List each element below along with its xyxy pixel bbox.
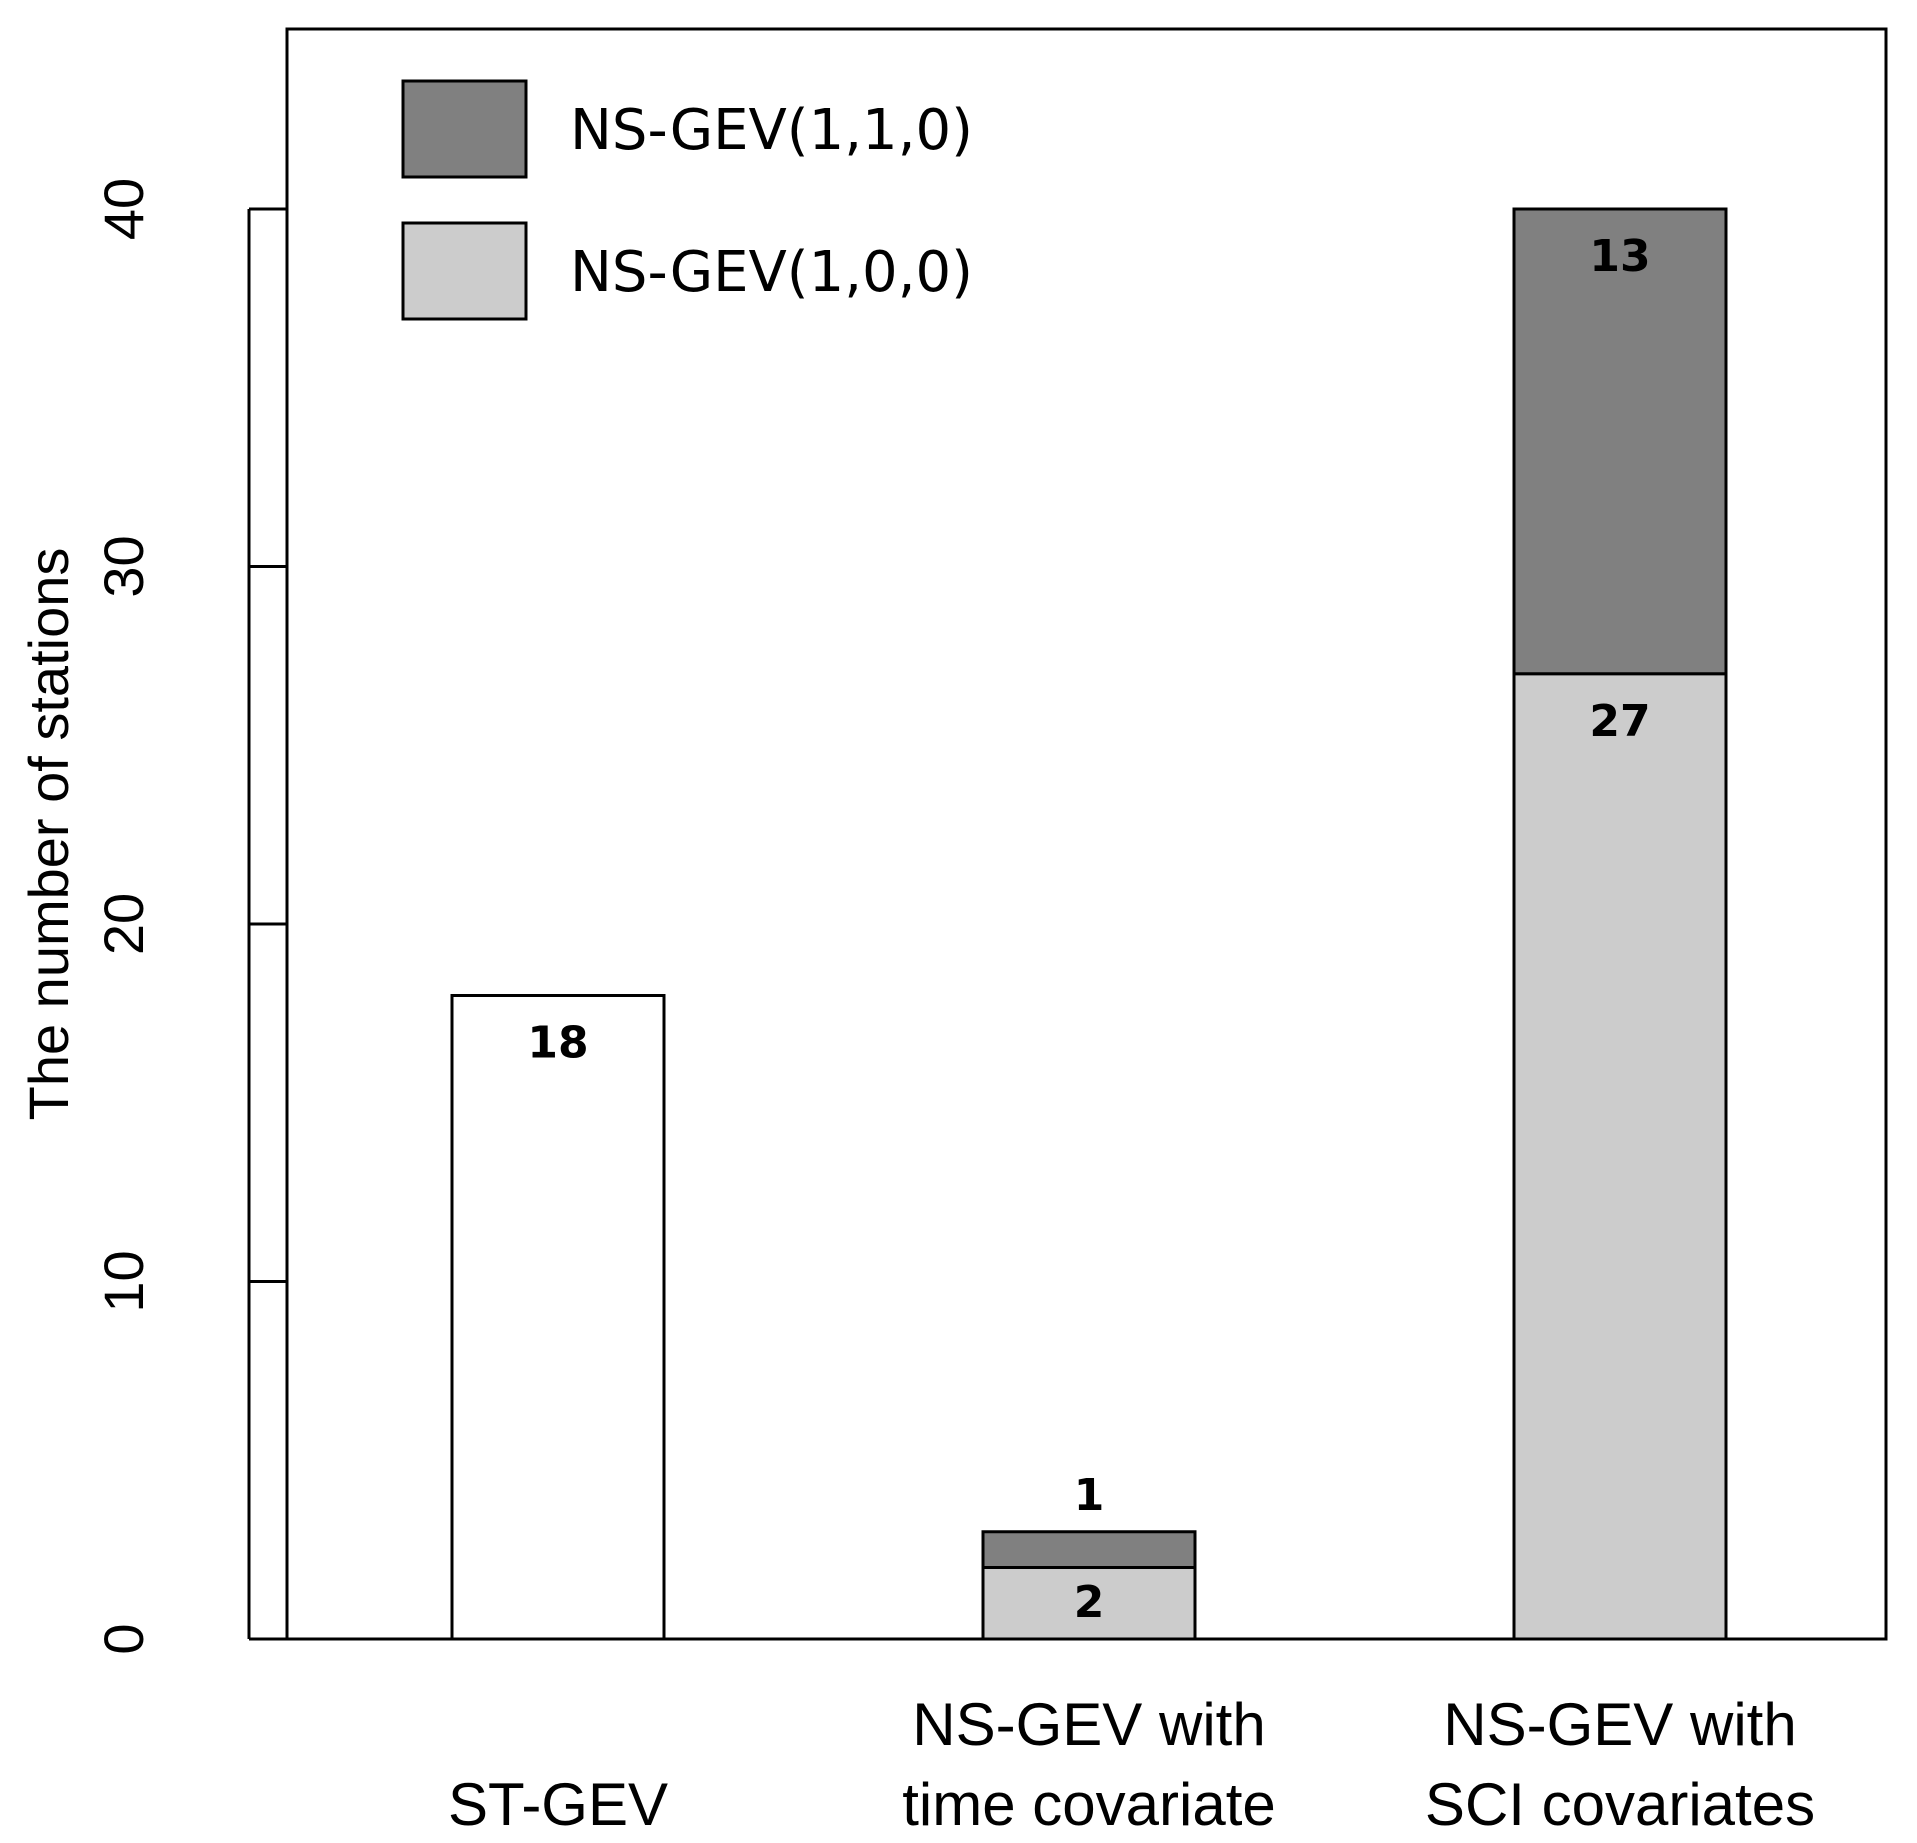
legend: NS-GEV(1,1,0) NS-GEV(1,0,0) (401, 79, 973, 321)
y-axis-ticks: 0 10 20 30 40 (92, 178, 287, 1655)
y-tick-label: 0 (92, 1623, 155, 1654)
x-tick-label: ST-GEV (448, 1771, 668, 1838)
y-tick-label: 10 (92, 1250, 155, 1312)
data-label: 13 (1589, 231, 1650, 282)
data-label: 2 (1074, 1577, 1105, 1628)
bar-segment (981, 1530, 1197, 1569)
y-axis-title: The number of stations (17, 548, 80, 1121)
bars (450, 207, 1728, 1641)
y-tick-label: 40 (92, 178, 155, 240)
y-tick-label: 30 (92, 535, 155, 597)
x-tick-label: SCI covariates (1425, 1771, 1815, 1838)
x-tick-label: time covariate (902, 1771, 1275, 1838)
bar-segment (1512, 207, 1728, 676)
legend-swatch (401, 79, 528, 179)
data-labels: 18 2 1 27 13 (527, 231, 1650, 1628)
x-axis-labels: ST-GEV NS-GEV with time covariate NS-GEV wi… (448, 1691, 1815, 1838)
x-tick-label: NS-GEV with (1443, 1691, 1796, 1758)
x-tick-label: NS-GEV with (912, 1691, 1265, 1758)
data-label: 1 (1074, 1470, 1105, 1521)
bar-segment (450, 994, 666, 1641)
data-label: 18 (527, 1018, 588, 1069)
bar-segment (1512, 672, 1728, 1641)
legend-label: NS-GEV(1,1,0) (570, 98, 973, 163)
legend-label: NS-GEV(1,0,0) (570, 240, 973, 305)
data-label: 27 (1589, 696, 1650, 747)
legend-swatch (401, 221, 528, 321)
y-tick-label: 20 (92, 893, 155, 955)
